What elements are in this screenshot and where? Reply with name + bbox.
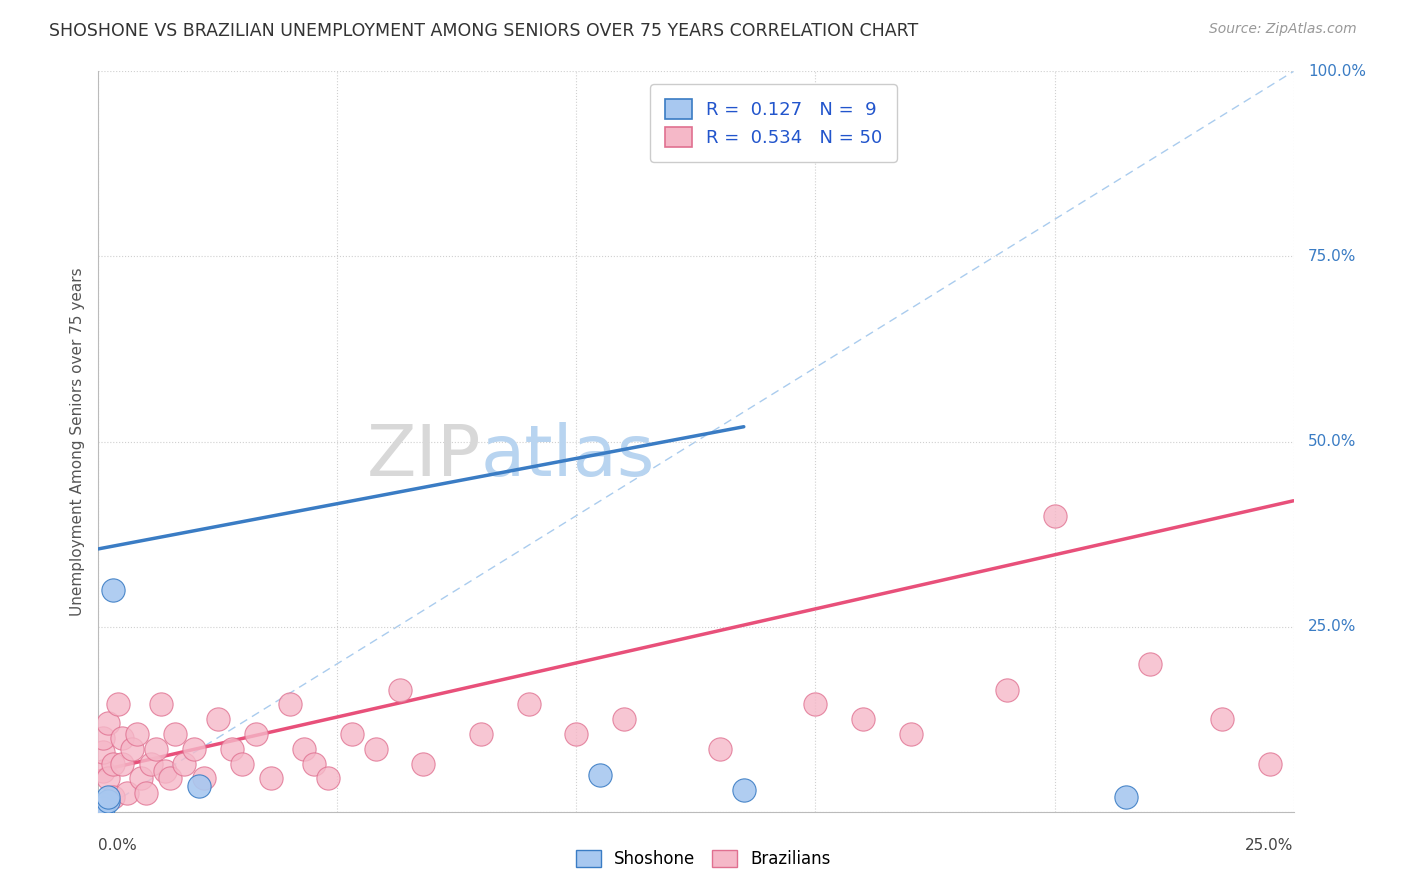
Point <box>231 756 253 771</box>
Point <box>364 741 387 756</box>
Point <box>388 682 411 697</box>
Point <box>470 727 492 741</box>
Point <box>91 801 114 815</box>
Point <box>900 727 922 741</box>
Point <box>589 767 612 781</box>
Y-axis label: Unemployment Among Seniors over 75 years: Unemployment Among Seniors over 75 years <box>70 268 86 615</box>
Point <box>91 764 114 778</box>
Text: SHOSHONE VS BRAZILIAN UNEMPLOYMENT AMONG SENIORS OVER 75 YEARS CORRELATION CHART: SHOSHONE VS BRAZILIAN UNEMPLOYMENT AMONG… <box>49 22 918 40</box>
Point <box>183 741 205 756</box>
Point <box>101 789 124 804</box>
Point <box>131 772 153 786</box>
Text: ZIP: ZIP <box>367 422 481 491</box>
Point <box>852 712 875 726</box>
Point <box>316 772 339 786</box>
Point <box>111 756 134 771</box>
Point <box>207 712 229 726</box>
Text: 0.0%: 0.0% <box>98 838 138 853</box>
Point <box>995 682 1018 697</box>
Point <box>163 727 186 741</box>
Point <box>259 772 281 786</box>
Point <box>1115 789 1137 804</box>
Point <box>97 789 120 804</box>
Point <box>412 756 434 771</box>
Point <box>107 698 129 712</box>
Point <box>91 731 114 745</box>
Point <box>97 794 120 808</box>
Point <box>709 741 731 756</box>
Point <box>139 756 162 771</box>
Text: 75.0%: 75.0% <box>1308 249 1357 264</box>
Point <box>733 782 755 797</box>
Point <box>111 731 134 745</box>
Point <box>121 741 143 756</box>
Point <box>149 698 172 712</box>
Text: 25.0%: 25.0% <box>1246 838 1294 853</box>
Point <box>173 756 195 771</box>
Point <box>292 741 315 756</box>
Point <box>565 727 588 741</box>
Legend: R =  0.127   N =  9, R =  0.534   N = 50: R = 0.127 N = 9, R = 0.534 N = 50 <box>651 84 897 162</box>
Text: Source: ZipAtlas.com: Source: ZipAtlas.com <box>1209 22 1357 37</box>
Text: atlas: atlas <box>481 422 655 491</box>
Point <box>145 741 167 756</box>
Point <box>1043 508 1066 523</box>
Point <box>302 756 325 771</box>
Point <box>517 698 540 712</box>
Legend: Shoshone, Brazilians: Shoshone, Brazilians <box>569 843 837 875</box>
Point <box>193 772 215 786</box>
Point <box>278 698 301 712</box>
Text: 100.0%: 100.0% <box>1308 64 1365 78</box>
Point <box>245 727 267 741</box>
Point <box>340 727 363 741</box>
Point <box>1258 756 1281 771</box>
Point <box>97 772 120 786</box>
Point <box>613 712 636 726</box>
Point <box>115 786 138 800</box>
Point <box>155 764 177 778</box>
Point <box>101 756 124 771</box>
Point <box>1139 657 1161 671</box>
Point <box>101 582 124 597</box>
Point <box>1211 712 1233 726</box>
Point <box>135 786 157 800</box>
Point <box>187 779 209 793</box>
Text: 50.0%: 50.0% <box>1308 434 1357 449</box>
Point <box>804 698 827 712</box>
Text: 25.0%: 25.0% <box>1308 619 1357 634</box>
Point <box>91 797 114 812</box>
Point <box>159 772 181 786</box>
Point <box>97 715 120 730</box>
Point <box>221 741 243 756</box>
Point <box>125 727 148 741</box>
Point <box>91 746 114 760</box>
